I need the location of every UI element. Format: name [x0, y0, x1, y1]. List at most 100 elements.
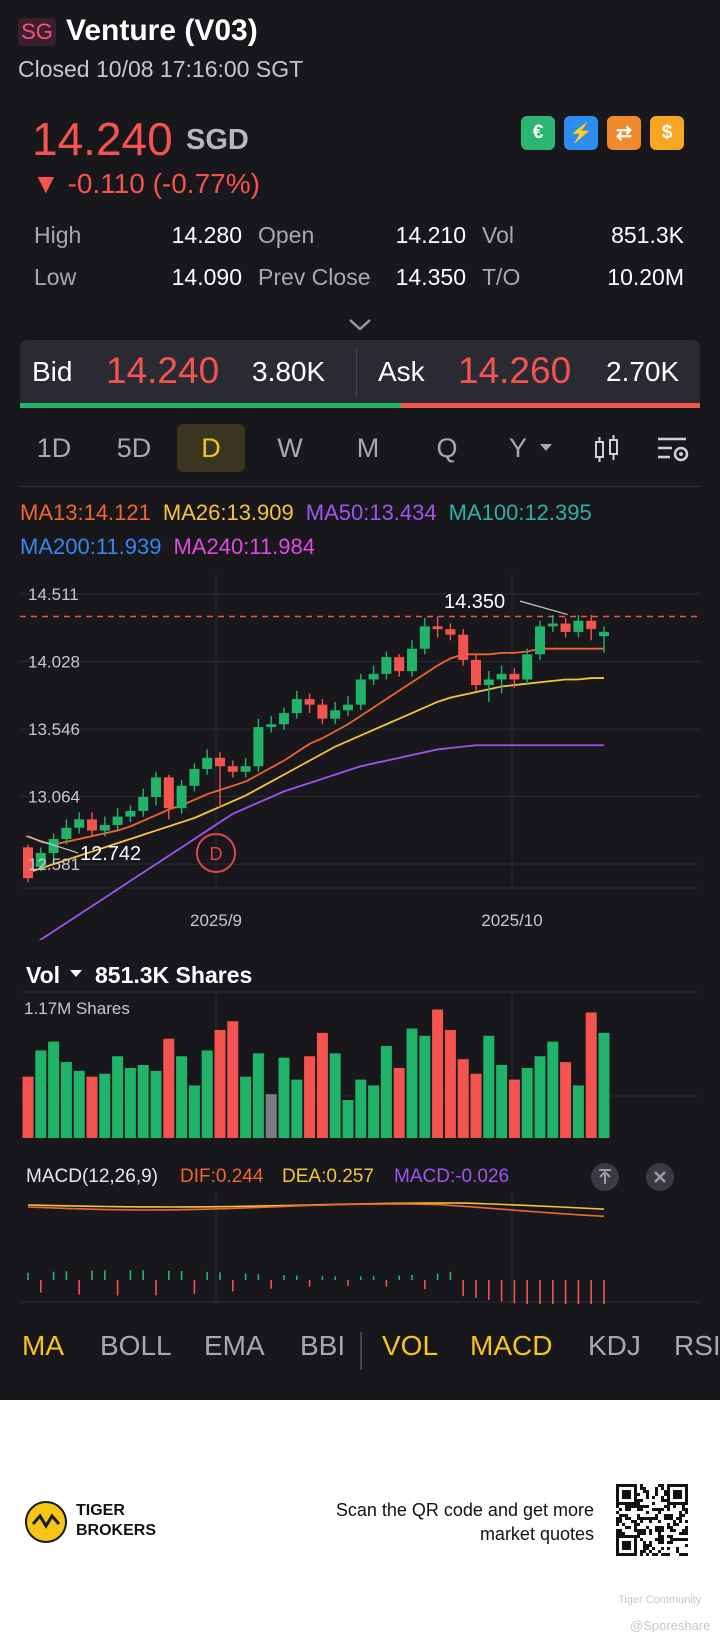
macd-title: MACD(12,26,9): [26, 1166, 158, 1187]
vol-value: 851.3K Shares: [95, 962, 253, 988]
caret-down-icon[interactable]: [540, 444, 552, 452]
qr-module: [685, 1544, 688, 1547]
tab-ma[interactable]: MA: [22, 1330, 64, 1361]
qr-module: [622, 1532, 625, 1535]
tab-5d[interactable]: 5D: [116, 433, 152, 463]
volume-bar: [508, 1079, 520, 1138]
candle-body: [163, 777, 174, 809]
qr-module: [655, 1517, 658, 1520]
candle-body: [343, 704, 353, 711]
qr-module: [640, 1532, 643, 1535]
currency: SGD: [186, 124, 249, 156]
qr-module: [640, 1553, 643, 1556]
volume-bar: [227, 1021, 239, 1138]
tab-boll[interactable]: BOLL: [100, 1330, 172, 1361]
qr-module: [655, 1514, 658, 1517]
brand-line1: TIGER: [76, 1502, 125, 1519]
volume-bar: [240, 1076, 252, 1138]
qr-module: [628, 1517, 631, 1520]
tab-m[interactable]: M: [356, 433, 380, 463]
qr-module: [670, 1541, 673, 1544]
qr-module: [622, 1514, 625, 1517]
qr-module: [637, 1502, 640, 1505]
chart-settings-icon[interactable]: [656, 434, 690, 464]
volume-bar: [278, 1057, 290, 1138]
candle-body: [368, 673, 379, 680]
qr-module: [652, 1517, 655, 1520]
candle-body: [471, 659, 481, 686]
tab-kdj[interactable]: KDJ: [588, 1330, 641, 1361]
tab-macd[interactable]: MACD: [470, 1330, 553, 1361]
tab-q[interactable]: Q: [436, 433, 458, 463]
qr-module: [661, 1496, 664, 1499]
stat-value-low: 14.090: [171, 264, 242, 290]
qr-module: [634, 1520, 637, 1523]
qr-module: [637, 1493, 640, 1496]
exchange-icon[interactable]: ⇄: [607, 116, 641, 150]
qr-module: [658, 1550, 661, 1553]
qr-module: [637, 1499, 640, 1502]
vol-title[interactable]: Vol: [26, 962, 61, 988]
price-change: ▼ -0.110 (-0.77%): [32, 168, 260, 199]
qr-module: [619, 1529, 622, 1532]
stat-label-open: Open: [258, 222, 315, 248]
macd-chart[interactable]: [20, 1192, 700, 1304]
qr-module: [643, 1547, 646, 1550]
qr-module: [661, 1499, 664, 1502]
expand-chevron-icon[interactable]: [348, 318, 372, 332]
candle-body: [240, 766, 251, 772]
qr-module: [670, 1514, 673, 1517]
qr-module: [685, 1538, 688, 1541]
candle-type-icon[interactable]: [592, 434, 622, 464]
qr-module: [679, 1520, 682, 1523]
close-icon[interactable]: [645, 1162, 675, 1192]
volume-bar: [419, 1035, 431, 1138]
qr-module: [646, 1505, 649, 1508]
qr-module: [667, 1553, 670, 1556]
qr-module: [685, 1532, 688, 1535]
qr-module: [685, 1511, 688, 1514]
ask-price: 14.260: [458, 350, 572, 391]
candlestick-chart[interactable]: 14.511 14.028 13.546 13.064 12.581 2025/9 2025…: [20, 572, 700, 940]
qr-module: [661, 1535, 664, 1538]
tab-vol[interactable]: VOL: [382, 1330, 439, 1361]
candle-body: [112, 816, 123, 825]
market-status: Closed 10/08 17:16:00 SGT: [18, 56, 304, 82]
qr-module: [658, 1511, 661, 1514]
qr-module: [649, 1520, 652, 1523]
tab-d[interactable]: D: [177, 424, 245, 472]
qr-code-icon[interactable]: [616, 1484, 688, 1556]
volume-chart[interactable]: 1.17M Shares: [20, 990, 700, 1140]
candle-body: [227, 766, 238, 772]
qr-module: [619, 1532, 622, 1535]
qr-module: [619, 1517, 622, 1520]
bid-size: 3.80K: [252, 356, 326, 387]
qr-module: [637, 1535, 640, 1538]
candle-body: [407, 648, 417, 672]
qr-module: [682, 1514, 685, 1517]
lightning-icon[interactable]: ⚡: [564, 116, 598, 150]
vol-dropdown-icon[interactable]: [70, 970, 82, 978]
qr-module: [655, 1529, 658, 1532]
coin-hand-icon[interactable]: €: [521, 116, 555, 150]
qr-module: [661, 1538, 664, 1541]
tab-w[interactable]: W: [277, 433, 303, 463]
tab-y[interactable]: Y: [508, 433, 527, 463]
dollar-icon[interactable]: $: [650, 116, 684, 150]
ma-legend-item: MA26:13.909: [162, 500, 294, 525]
candle-body: [573, 620, 584, 632]
candle-body: [61, 827, 72, 839]
tab-rsi[interactable]: RSI: [674, 1330, 720, 1361]
qr-module: [628, 1508, 631, 1511]
qr-module: [658, 1529, 661, 1532]
tab-1d[interactable]: 1D: [36, 433, 72, 463]
qr-module: [664, 1553, 667, 1556]
candle-body: [355, 679, 366, 705]
qr-module: [640, 1517, 643, 1520]
stat-label-vol: Vol: [482, 222, 514, 248]
qr-module: [628, 1526, 631, 1529]
pin-top-icon[interactable]: [590, 1162, 620, 1192]
tab-bbi[interactable]: BBI: [300, 1330, 346, 1361]
qr-module: [676, 1523, 679, 1526]
tab-ema[interactable]: EMA: [204, 1330, 265, 1361]
